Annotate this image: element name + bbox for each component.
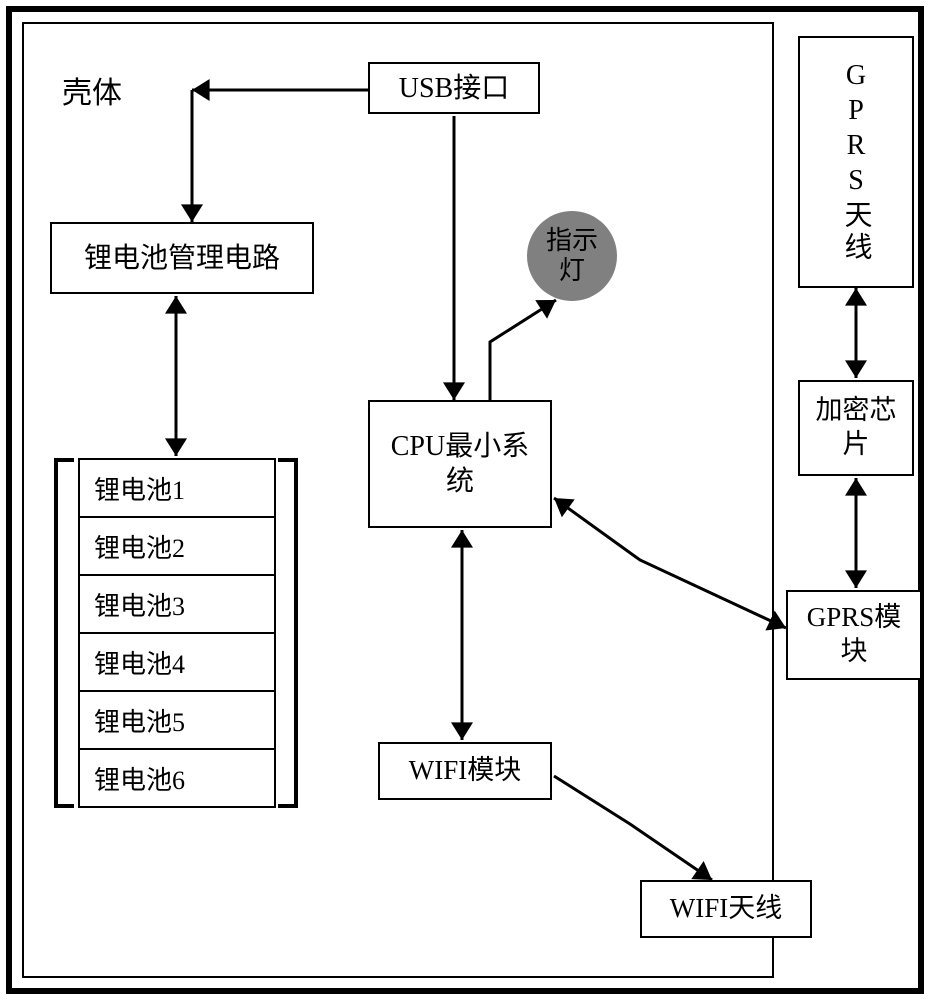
battery-cell: 锂电池2 [78, 516, 276, 576]
node-cpu: CPU最小系 统 [368, 400, 552, 528]
node-gprs-antenna: GPRS天线 [798, 36, 914, 288]
node-indicator: 指示 灯 [527, 211, 617, 301]
node-wifi-antenna: WIFI天线 [640, 880, 812, 938]
battery-cell: 锂电池4 [78, 632, 276, 692]
shell-label: 壳体 [62, 68, 122, 112]
battery-cell: 锂电池3 [78, 574, 276, 634]
node-wifi-module: WIFI模块 [378, 742, 552, 800]
node-usb: USB接口 [368, 62, 540, 114]
node-battery-mgr: 锂电池管理电路 [50, 222, 314, 294]
battery-cell: 锂电池1 [78, 458, 276, 518]
node-crypto: 加密芯 片 [798, 380, 914, 476]
diagram-canvas: 壳体 USB接口 锂电池管理电路 指示 灯 CPU最小系 统 加密芯 片 GPR… [0, 0, 930, 1000]
battery-cell: 锂电池6 [78, 748, 276, 808]
battery-cell: 锂电池5 [78, 690, 276, 750]
node-gprs-module: GPRS模 块 [786, 590, 922, 680]
